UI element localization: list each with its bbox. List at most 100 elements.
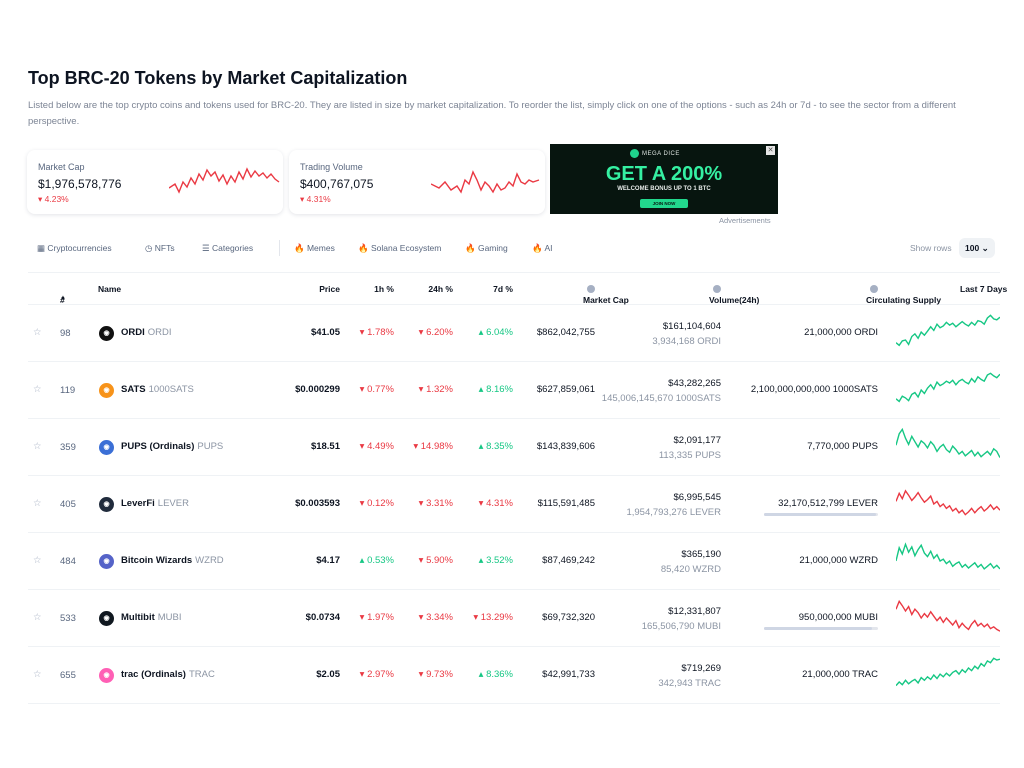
volume-in-coin: 165,506,790 MUBI bbox=[641, 621, 721, 632]
table-row[interactable]: ☆ 655 ◉ trac (Ordinals) TRAC $2.05 ▾ 2.97% ▾ 9.… bbox=[28, 647, 1000, 704]
trading-volume-value: $400,767,075 bbox=[300, 177, 374, 191]
col-circulating-supply[interactable]: Circulating Supply bbox=[866, 284, 941, 305]
info-icon[interactable] bbox=[587, 285, 595, 293]
sparkline-7d bbox=[896, 657, 1000, 687]
filter-ai[interactable]: 🔥 AI bbox=[532, 243, 553, 253]
coin-name[interactable]: trac (Ordinals) TRAC bbox=[121, 669, 215, 680]
chevron-down-icon: ⌄ bbox=[981, 243, 989, 253]
rank: 98 bbox=[60, 328, 71, 339]
volume[interactable]: $6,995,545 bbox=[673, 492, 721, 503]
ad-subline: WELCOME BONUS UP TO 1 BTC bbox=[617, 186, 711, 192]
star-icon[interactable]: ☆ bbox=[33, 441, 42, 452]
table-row[interactable]: ☆ 533 ◉ Multibit MUBI $0.0734 ▾ 1.97% ▾ 3.34% ▾ … bbox=[28, 590, 1000, 647]
coin-name[interactable]: LeverFi LEVER bbox=[121, 498, 189, 509]
circulating-supply: 21,000,000 WZRD bbox=[799, 555, 878, 566]
volume[interactable]: $365,190 bbox=[681, 549, 721, 560]
coin-logo: ◉ bbox=[99, 497, 114, 512]
coin-logo: ◉ bbox=[99, 611, 114, 626]
price: $18.51 bbox=[310, 441, 340, 452]
sparkline-7d bbox=[896, 427, 1000, 458]
star-icon[interactable]: ☆ bbox=[33, 498, 42, 509]
fire-icon: 🔥 bbox=[358, 243, 369, 253]
ad-brand: MEGA DICE bbox=[642, 151, 680, 157]
coin-symbol: TRAC bbox=[188, 669, 215, 680]
star-icon[interactable]: ☆ bbox=[33, 384, 42, 395]
volume[interactable]: $161,104,604 bbox=[662, 321, 721, 332]
fire-icon: 🔥 bbox=[465, 243, 476, 253]
coin-name[interactable]: SATS 1000SATS bbox=[121, 384, 194, 395]
info-icon[interactable] bbox=[870, 285, 878, 293]
volume-in-coin: 3,934,168 ORDI bbox=[652, 336, 721, 347]
price: $0.003593 bbox=[295, 498, 340, 509]
col-volume[interactable]: Volume(24h) bbox=[709, 284, 759, 305]
trading-volume-card[interactable]: Trading Volume $400,767,075 ▾ 4.31% bbox=[289, 150, 545, 214]
market-cap-change: ▾ 4.23% bbox=[38, 194, 69, 204]
coin-logo: ◉ bbox=[99, 383, 114, 398]
filter-cryptocurrencies[interactable]: ▦ Cryptocurrencies bbox=[37, 243, 112, 253]
change-24h: ▾ 1.32% bbox=[418, 384, 453, 395]
volume-in-coin: 1,954,793,276 LEVER bbox=[626, 507, 721, 518]
change-1h: ▾ 1.78% bbox=[359, 327, 394, 338]
circulating-supply: 21,000,000 TRAC bbox=[802, 669, 878, 680]
coin-symbol: PUPS bbox=[197, 441, 224, 452]
table-row[interactable]: ☆ 484 ◉ Bitcoin Wizards WZRD $4.17 ▴ 0.53% ▾ 5.… bbox=[28, 533, 1000, 590]
ad-brand-icon bbox=[630, 149, 639, 158]
volume[interactable]: $2,091,177 bbox=[673, 435, 721, 446]
star-icon[interactable]: ☆ bbox=[33, 327, 42, 338]
filter-memes[interactable]: 🔥 Memes bbox=[294, 243, 335, 253]
col-7d[interactable]: 7d % bbox=[493, 284, 513, 294]
volume[interactable]: $719,269 bbox=[681, 663, 721, 674]
ad-close-icon[interactable]: ✕ bbox=[766, 146, 775, 155]
coin-name[interactable]: Bitcoin Wizards WZRD bbox=[121, 555, 224, 566]
col-price[interactable]: Price bbox=[319, 284, 340, 294]
grid-icon: ▦ bbox=[37, 243, 46, 253]
market-cap: $87,469,242 bbox=[542, 555, 595, 566]
market-cap: $115,591,485 bbox=[537, 498, 595, 509]
market-cap-sparkline bbox=[169, 167, 280, 194]
price: $0.000299 bbox=[295, 384, 340, 395]
volume-in-coin: 85,420 WZRD bbox=[660, 564, 721, 575]
star-icon[interactable]: ☆ bbox=[33, 555, 42, 566]
filter-solana-ecosystem[interactable]: 🔥 Solana Ecosystem bbox=[358, 243, 442, 253]
market-cap: $69,732,320 bbox=[542, 612, 595, 623]
table-row[interactable]: ☆ 98 ◉ ORDI ORDI $41.05 ▾ 1.78% ▾ 6.20% ▴ 6.04% $… bbox=[28, 305, 1000, 362]
filter-categories[interactable]: ☰ Categories bbox=[202, 243, 254, 253]
volume[interactable]: $43,282,265 bbox=[668, 378, 721, 389]
col-1h[interactable]: 1h % bbox=[374, 284, 394, 294]
circulating-supply: 21,000,000 ORDI bbox=[804, 327, 878, 338]
nav-divider bbox=[279, 240, 280, 256]
col-24h[interactable]: 24h % bbox=[428, 284, 453, 294]
change-7d: ▴ 8.36% bbox=[478, 669, 513, 680]
filter-gaming[interactable]: 🔥 Gaming bbox=[465, 243, 508, 253]
change-24h: ▾ 5.90% bbox=[418, 555, 453, 566]
star-icon[interactable]: ☆ bbox=[33, 669, 42, 680]
fire-icon: 🔥 bbox=[294, 243, 305, 253]
coin-name[interactable]: ORDI ORDI bbox=[121, 327, 172, 338]
table-row[interactable]: ☆ 359 ◉ PUPS (Ordinals) PUPS $18.51 ▾ 4.49% ▾ 1… bbox=[28, 419, 1000, 476]
filter-nfts[interactable]: ◷ NFTs bbox=[145, 243, 175, 253]
market-cap-card[interactable]: Market Cap $1,976,578,776 ▾ 4.23% bbox=[27, 150, 283, 214]
table-row[interactable]: ☆ 405 ◉ LeverFi LEVER $0.003593 ▾ 0.12% ▾ 3.31%… bbox=[28, 476, 1000, 533]
ad-label: Advertisements bbox=[719, 216, 771, 225]
sparkline-7d bbox=[896, 599, 1000, 632]
sparkline-7d bbox=[896, 314, 1000, 347]
market-cap: $627,859,061 bbox=[536, 384, 595, 395]
trading-volume-label: Trading Volume bbox=[300, 162, 363, 172]
price: $4.17 bbox=[316, 555, 340, 566]
coin-name[interactable]: PUPS (Ordinals) PUPS bbox=[121, 441, 224, 452]
ad-cta-button[interactable]: JOIN NOW bbox=[640, 199, 688, 208]
rank: 484 bbox=[60, 556, 76, 567]
volume[interactable]: $12,331,807 bbox=[668, 606, 721, 617]
col-last-7-days: Last 7 Days bbox=[960, 284, 1008, 294]
coin-name[interactable]: Multibit MUBI bbox=[121, 612, 182, 623]
table-row[interactable]: ☆ 119 ◉ SATS 1000SATS $0.000299 ▾ 0.77% ▾ 1.32%… bbox=[28, 362, 1000, 419]
col-name[interactable]: Name bbox=[98, 284, 122, 294]
supply-progress-bar bbox=[764, 627, 878, 630]
rows-select[interactable]: 100 ⌄ bbox=[959, 238, 995, 258]
change-7d: ▴ 8.35% bbox=[478, 441, 513, 452]
col-market-cap[interactable]: Market Cap bbox=[583, 284, 629, 305]
coin-logo: ◉ bbox=[99, 668, 114, 683]
ad-banner[interactable]: MEGA DICE GET A 200% WELCOME BONUS UP TO… bbox=[550, 144, 778, 214]
star-icon[interactable]: ☆ bbox=[33, 612, 42, 623]
info-icon[interactable] bbox=[713, 285, 721, 293]
